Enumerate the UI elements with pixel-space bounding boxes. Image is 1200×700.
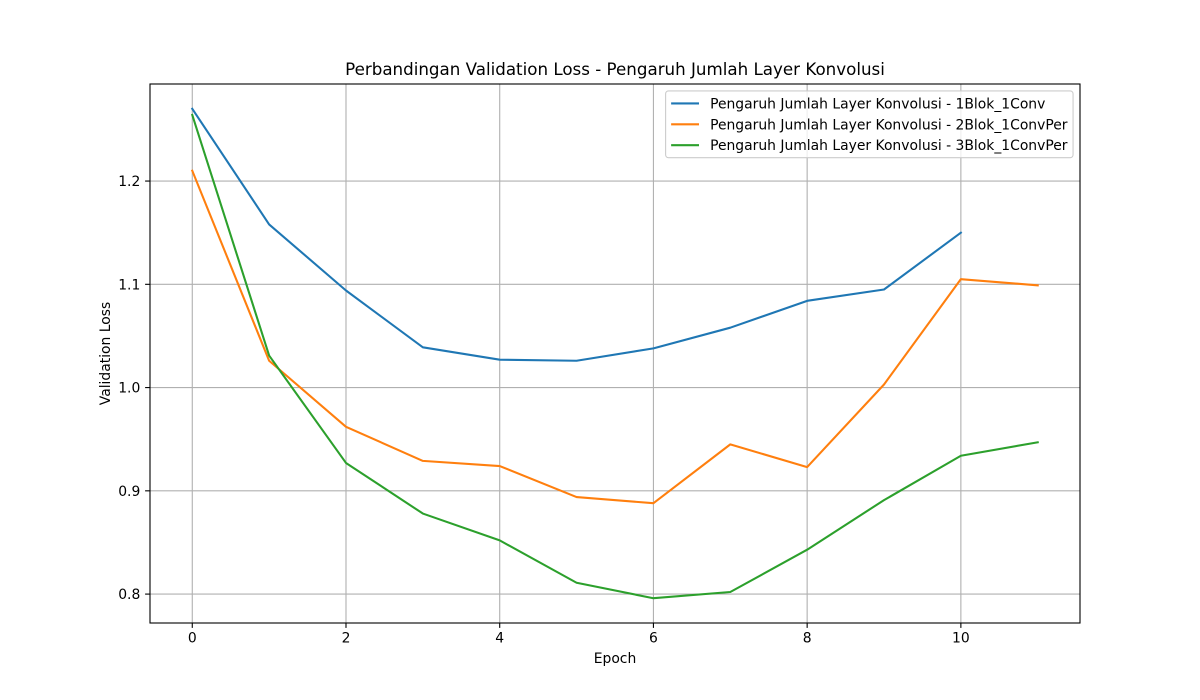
y-tick-label: 1.1 bbox=[118, 277, 140, 293]
legend-label: Pengaruh Jumlah Layer Konvolusi - 2Blok_… bbox=[710, 117, 1068, 133]
legend-item: Pengaruh Jumlah Layer Konvolusi - 3Blok_… bbox=[671, 138, 1068, 154]
x-tick-label: 10 bbox=[952, 631, 970, 647]
x-tick-label: 2 bbox=[342, 631, 351, 647]
axis-ticks: 0 2 4 6 8 10 0.8 0.9 1.0 1.1 1.2 bbox=[118, 174, 970, 646]
grid-lines bbox=[150, 84, 1080, 623]
legend-label: Pengaruh Jumlah Layer Konvolusi - 1Blok_… bbox=[710, 96, 1045, 112]
y-tick-label: 1.0 bbox=[118, 381, 140, 397]
x-axis-label: Epoch bbox=[594, 651, 637, 667]
y-axis-label: Validation Loss bbox=[98, 302, 114, 405]
legend-item: Pengaruh Jumlah Layer Konvolusi - 1Blok_… bbox=[671, 96, 1045, 112]
axes-frame bbox=[149, 83, 1081, 624]
y-tick-label: 0.9 bbox=[118, 484, 140, 500]
legend: Pengaruh Jumlah Layer Konvolusi - 1Blok_… bbox=[665, 90, 1074, 159]
x-tick-label: 0 bbox=[188, 631, 197, 647]
chart-title: Perbandingan Validation Loss - Pengaruh … bbox=[345, 59, 885, 79]
y-tick-label: 1.2 bbox=[118, 174, 140, 190]
legend-item: Pengaruh Jumlah Layer Konvolusi - 2Blok_… bbox=[671, 117, 1068, 133]
series-line-3 bbox=[190, 113, 1039, 600]
legend-label: Pengaruh Jumlah Layer Konvolusi - 3Blok_… bbox=[710, 138, 1068, 154]
series-layer bbox=[190, 107, 1039, 600]
legend-box bbox=[665, 90, 1074, 159]
y-tick-label: 0.8 bbox=[118, 587, 140, 603]
x-tick-label: 8 bbox=[803, 631, 812, 647]
series-line-2 bbox=[190, 169, 1039, 505]
x-tick-label: 4 bbox=[495, 631, 504, 647]
series-line-1 bbox=[190, 107, 963, 362]
x-tick-label: 6 bbox=[649, 631, 658, 647]
